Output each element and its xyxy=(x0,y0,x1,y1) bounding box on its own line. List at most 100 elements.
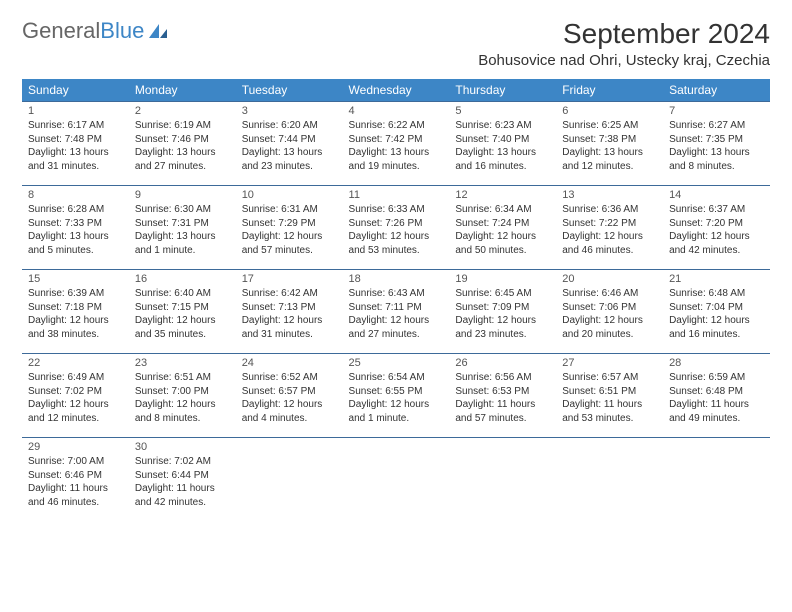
day-info: Sunrise: 7:00 AMSunset: 6:46 PMDaylight:… xyxy=(28,455,123,509)
day-number: 18 xyxy=(349,273,444,285)
calendar-day-cell: 12 Sunrise: 6:34 AMSunset: 7:24 PMDayligh… xyxy=(449,186,556,270)
day-number: 17 xyxy=(242,273,337,285)
calendar-week-row: 15Sunrise: 6:39 AMSunset: 7:18 PMDayligh… xyxy=(22,270,770,354)
day-number: 8 xyxy=(28,189,123,201)
day-number: 2 xyxy=(135,105,230,117)
day-info: Sunrise: 6:57 AMSunset: 6:51 PMDaylight:… xyxy=(562,371,657,425)
logo-text-blue: Blue xyxy=(100,18,144,44)
day-info: Sunrise: 6:34 AMSunset: 7:24 PMDaylight:… xyxy=(455,203,550,257)
day-number: 12 xyxy=(455,189,550,201)
calendar-day-cell: 4 Sunrise: 6:22 AMSunset: 7:42 PMDaylight… xyxy=(343,102,450,186)
weekday-header: Saturday xyxy=(663,79,770,102)
day-number: 21 xyxy=(669,273,764,285)
logo-text-general: General xyxy=(22,18,100,44)
calendar-day-cell: 27 Sunrise: 6:57 AMSunset: 6:51 PMDayligh… xyxy=(556,354,663,438)
day-info: Sunrise: 6:23 AMSunset: 7:40 PMDaylight:… xyxy=(455,119,550,173)
day-info: Sunrise: 6:22 AMSunset: 7:42 PMDaylight:… xyxy=(349,119,444,173)
calendar-week-row: 8 Sunrise: 6:28 AMSunset: 7:33 PMDaylight… xyxy=(22,186,770,270)
calendar-day-cell: 17Sunrise: 6:42 AMSunset: 7:13 PMDayligh… xyxy=(236,270,343,354)
calendar-day-cell: 28 Sunrise: 6:59 AMSunset: 6:48 PMDayligh… xyxy=(663,354,770,438)
weekday-header: Sunday xyxy=(22,79,129,102)
day-info: Sunrise: 6:30 AMSunset: 7:31 PMDaylight:… xyxy=(135,203,230,257)
day-info: Sunrise: 6:46 AMSunset: 7:06 PMDaylight:… xyxy=(562,287,657,341)
day-info: Sunrise: 6:54 AMSunset: 6:55 PMDaylight:… xyxy=(349,371,444,425)
calendar-day-cell: 6Sunrise: 6:25 AMSunset: 7:38 PMDaylight… xyxy=(556,102,663,186)
day-info: Sunrise: 6:37 AMSunset: 7:20 PMDaylight:… xyxy=(669,203,764,257)
day-number: 16 xyxy=(135,273,230,285)
logo-sail-icon xyxy=(147,22,169,40)
day-info: Sunrise: 6:31 AMSunset: 7:29 PMDaylight:… xyxy=(242,203,337,257)
logo: GeneralBlue xyxy=(22,18,169,44)
day-number: 3 xyxy=(242,105,337,117)
day-number: 25 xyxy=(349,357,444,369)
day-number: 26 xyxy=(455,357,550,369)
day-number: 19 xyxy=(455,273,550,285)
weekday-header-row: SundayMondayTuesdayWednesdayThursdayFrid… xyxy=(22,79,770,102)
calendar-week-row: 1Sunrise: 6:17 AMSunset: 7:48 PMDaylight… xyxy=(22,102,770,186)
day-number: 10 xyxy=(242,189,337,201)
weekday-header: Monday xyxy=(129,79,236,102)
day-number: 5 xyxy=(455,105,550,117)
calendar-week-row: 22 Sunrise: 6:49 AMSunset: 7:02 PMDayligh… xyxy=(22,354,770,438)
calendar-empty-cell xyxy=(449,438,556,522)
day-number: 29 xyxy=(28,441,123,453)
day-info: Sunrise: 6:19 AMSunset: 7:46 PMDaylight:… xyxy=(135,119,230,173)
calendar-empty-cell xyxy=(556,438,663,522)
day-info: Sunrise: 6:51 AMSunset: 7:00 PMDaylight:… xyxy=(135,371,230,425)
day-number: 20 xyxy=(562,273,657,285)
calendar-day-cell: 14 Sunrise: 6:37 AMSunset: 7:20 PMDayligh… xyxy=(663,186,770,270)
month-title: September 2024 xyxy=(478,18,770,50)
day-info: Sunrise: 6:28 AMSunset: 7:33 PMDaylight:… xyxy=(28,203,123,257)
day-info: Sunrise: 6:33 AMSunset: 7:26 PMDaylight:… xyxy=(349,203,444,257)
day-number: 15 xyxy=(28,273,123,285)
day-info: Sunrise: 6:17 AMSunset: 7:48 PMDaylight:… xyxy=(28,119,123,173)
day-number: 22 xyxy=(28,357,123,369)
day-info: Sunrise: 6:27 AMSunset: 7:35 PMDaylight:… xyxy=(669,119,764,173)
day-number: 11 xyxy=(349,189,444,201)
day-number: 27 xyxy=(562,357,657,369)
title-block: September 2024 Bohusovice nad Ohri, Uste… xyxy=(478,18,770,69)
calendar-day-cell: 5 Sunrise: 6:23 AMSunset: 7:40 PMDaylight… xyxy=(449,102,556,186)
calendar-day-cell: 3 Sunrise: 6:20 AMSunset: 7:44 PMDaylight… xyxy=(236,102,343,186)
calendar-day-cell: 29 Sunrise: 7:00 AMSunset: 6:46 PMDayligh… xyxy=(22,438,129,522)
calendar-day-cell: 7 Sunrise: 6:27 AMSunset: 7:35 PMDaylight… xyxy=(663,102,770,186)
calendar-empty-cell xyxy=(663,438,770,522)
weekday-header: Friday xyxy=(556,79,663,102)
calendar-day-cell: 18 Sunrise: 6:43 AMSunset: 7:11 PMDayligh… xyxy=(343,270,450,354)
day-info: Sunrise: 6:56 AMSunset: 6:53 PMDaylight:… xyxy=(455,371,550,425)
day-info: Sunrise: 6:59 AMSunset: 6:48 PMDaylight:… xyxy=(669,371,764,425)
calendar-week-row: 29 Sunrise: 7:00 AMSunset: 6:46 PMDayligh… xyxy=(22,438,770,522)
day-info: Sunrise: 6:49 AMSunset: 7:02 PMDaylight:… xyxy=(28,371,123,425)
day-number: 9 xyxy=(135,189,230,201)
day-info: Sunrise: 6:45 AMSunset: 7:09 PMDaylight:… xyxy=(455,287,550,341)
day-number: 14 xyxy=(669,189,764,201)
calendar-body: 1Sunrise: 6:17 AMSunset: 7:48 PMDaylight… xyxy=(22,102,770,522)
weekday-header: Thursday xyxy=(449,79,556,102)
day-info: Sunrise: 6:20 AMSunset: 7:44 PMDaylight:… xyxy=(242,119,337,173)
location: Bohusovice nad Ohri, Ustecky kraj, Czech… xyxy=(478,52,770,69)
calendar-day-cell: 23Sunrise: 6:51 AMSunset: 7:00 PMDayligh… xyxy=(129,354,236,438)
calendar-day-cell: 15Sunrise: 6:39 AMSunset: 7:18 PMDayligh… xyxy=(22,270,129,354)
calendar-day-cell: 30Sunrise: 7:02 AMSunset: 6:44 PMDayligh… xyxy=(129,438,236,522)
day-info: Sunrise: 6:36 AMSunset: 7:22 PMDaylight:… xyxy=(562,203,657,257)
day-info: Sunrise: 6:40 AMSunset: 7:15 PMDaylight:… xyxy=(135,287,230,341)
day-info: Sunrise: 6:25 AMSunset: 7:38 PMDaylight:… xyxy=(562,119,657,173)
calendar-table: SundayMondayTuesdayWednesdayThursdayFrid… xyxy=(22,79,770,522)
calendar-empty-cell xyxy=(236,438,343,522)
weekday-header: Tuesday xyxy=(236,79,343,102)
day-number: 7 xyxy=(669,105,764,117)
calendar-empty-cell xyxy=(343,438,450,522)
calendar-day-cell: 13 Sunrise: 6:36 AMSunset: 7:22 PMDayligh… xyxy=(556,186,663,270)
day-info: Sunrise: 6:43 AMSunset: 7:11 PMDaylight:… xyxy=(349,287,444,341)
day-info: Sunrise: 6:52 AMSunset: 6:57 PMDaylight:… xyxy=(242,371,337,425)
calendar-day-cell: 26 Sunrise: 6:56 AMSunset: 6:53 PMDayligh… xyxy=(449,354,556,438)
calendar-day-cell: 8 Sunrise: 6:28 AMSunset: 7:33 PMDaylight… xyxy=(22,186,129,270)
day-number: 28 xyxy=(669,357,764,369)
calendar-day-cell: 25 Sunrise: 6:54 AMSunset: 6:55 PMDayligh… xyxy=(343,354,450,438)
calendar-day-cell: 19 Sunrise: 6:45 AMSunset: 7:09 PMDayligh… xyxy=(449,270,556,354)
calendar-day-cell: 24Sunrise: 6:52 AMSunset: 6:57 PMDayligh… xyxy=(236,354,343,438)
calendar-day-cell: 20 Sunrise: 6:46 AMSunset: 7:06 PMDayligh… xyxy=(556,270,663,354)
header: GeneralBlue September 2024 Bohusovice na… xyxy=(22,18,770,69)
day-number: 4 xyxy=(349,105,444,117)
day-number: 13 xyxy=(562,189,657,201)
